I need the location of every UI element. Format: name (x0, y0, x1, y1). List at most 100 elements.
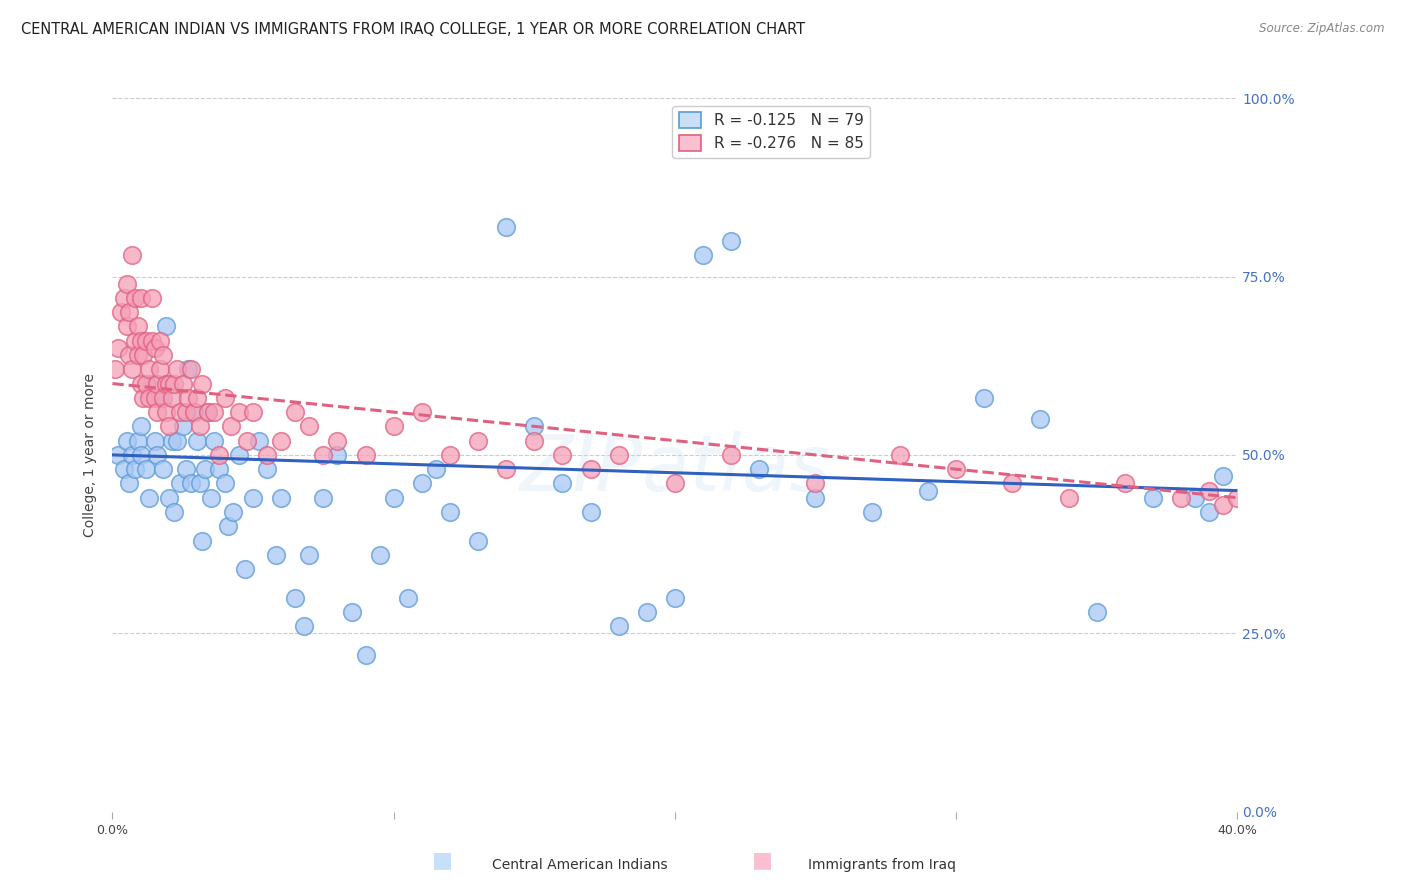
Point (222, 505, 245, 519)
Point (720, 234, 742, 248)
Point (298, 548, 321, 562)
Point (425, 462, 447, 476)
Point (720, 448, 742, 462)
Point (551, 448, 574, 462)
Point (157, 491, 180, 505)
Point (132, 348, 155, 362)
Point (172, 419, 194, 434)
Point (197, 405, 219, 419)
Point (166, 434, 188, 448)
Text: ■: ■ (752, 850, 772, 870)
Point (579, 505, 602, 519)
Point (129, 334, 152, 348)
Point (242, 405, 264, 419)
Point (186, 434, 208, 448)
Point (236, 434, 259, 448)
Point (172, 376, 194, 391)
Point (1057, 491, 1080, 505)
Point (138, 491, 160, 505)
Point (326, 434, 349, 448)
Point (368, 548, 391, 562)
Point (152, 462, 174, 476)
Point (132, 391, 155, 405)
Point (121, 362, 143, 376)
Point (152, 348, 174, 362)
Point (143, 391, 166, 405)
Point (1184, 491, 1206, 505)
Point (467, 533, 489, 548)
Point (270, 434, 292, 448)
Point (112, 462, 135, 476)
Point (208, 448, 231, 462)
Point (107, 341, 129, 355)
Point (186, 391, 208, 405)
Point (748, 462, 770, 476)
Point (149, 334, 172, 348)
Point (118, 348, 141, 362)
Point (495, 462, 517, 476)
Point (169, 405, 191, 419)
Point (233, 562, 256, 576)
Point (256, 462, 278, 476)
Point (1212, 498, 1234, 512)
Point (312, 448, 335, 462)
Point (146, 405, 169, 419)
Point (945, 462, 967, 476)
Point (197, 405, 219, 419)
Point (191, 533, 214, 548)
Point (467, 434, 489, 448)
Point (228, 448, 250, 462)
Point (163, 376, 186, 391)
Point (439, 448, 461, 462)
Legend: R = -0.125   N = 79, R = -0.276   N = 85: R = -0.125 N = 79, R = -0.276 N = 85 (672, 106, 870, 158)
Point (146, 376, 169, 391)
Point (1198, 505, 1220, 519)
Point (124, 462, 146, 476)
Point (135, 334, 157, 348)
Point (208, 462, 231, 476)
Point (1114, 476, 1136, 491)
Point (973, 391, 995, 405)
Point (135, 462, 157, 476)
Point (180, 476, 202, 491)
Point (382, 491, 405, 505)
Point (607, 448, 630, 462)
Point (127, 319, 149, 334)
Point (141, 376, 163, 391)
Y-axis label: College, 1 year or more: College, 1 year or more (83, 373, 97, 537)
Point (146, 448, 169, 462)
Point (155, 376, 177, 391)
Point (149, 362, 172, 376)
Point (202, 405, 225, 419)
Point (214, 476, 236, 491)
Point (411, 476, 433, 491)
Point (396, 591, 419, 605)
Point (183, 405, 205, 419)
Point (889, 448, 911, 462)
Point (382, 419, 405, 434)
Point (160, 391, 183, 405)
Point (692, 248, 714, 262)
Point (141, 291, 163, 305)
Point (242, 491, 264, 505)
Point (143, 341, 166, 355)
Point (551, 476, 574, 491)
Point (217, 519, 239, 533)
Point (129, 448, 152, 462)
Text: CENTRAL AMERICAN INDIAN VS IMMIGRANTS FROM IRAQ COLLEGE, 1 YEAR OR MORE CORRELAT: CENTRAL AMERICAN INDIAN VS IMMIGRANTS FR… (21, 22, 806, 37)
Point (1198, 483, 1220, 498)
Text: Source: ZipAtlas.com: Source: ZipAtlas.com (1260, 22, 1385, 36)
Point (143, 434, 166, 448)
Point (112, 291, 135, 305)
Point (860, 505, 883, 519)
Text: ZIPatlas: ZIPatlas (519, 431, 831, 508)
Point (228, 405, 250, 419)
Point (127, 434, 149, 448)
Point (1001, 476, 1024, 491)
Point (183, 405, 205, 419)
Point (124, 291, 146, 305)
Point (264, 548, 287, 562)
Point (163, 505, 186, 519)
Point (160, 434, 183, 448)
Point (411, 405, 433, 419)
